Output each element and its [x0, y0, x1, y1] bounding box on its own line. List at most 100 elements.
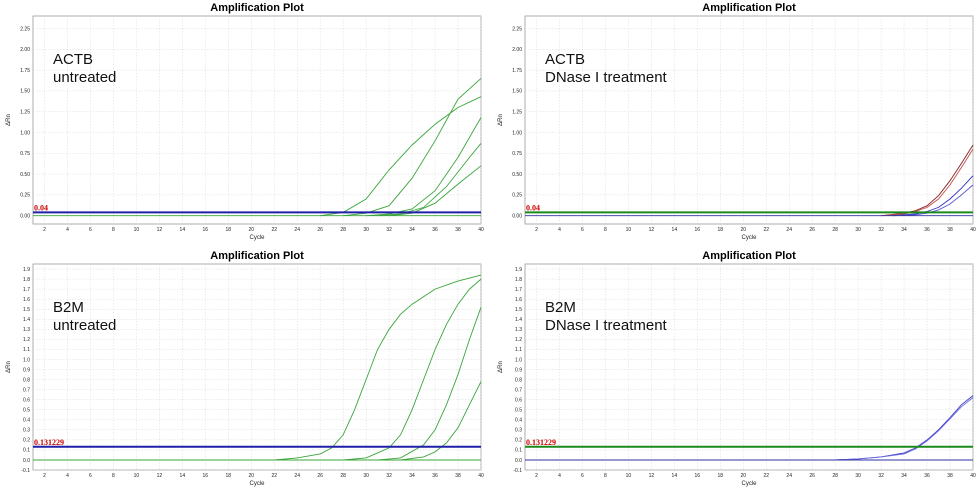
- series-line: [881, 148, 974, 217]
- y-tick-label: 2.00: [20, 47, 30, 53]
- x-tick-label: 14: [672, 473, 678, 479]
- y-tick-label: 1.3: [23, 327, 30, 333]
- x-tick-label: 4: [66, 473, 69, 479]
- x-tick-label: 32: [386, 227, 392, 233]
- y-tick-label: 0.9: [515, 367, 522, 373]
- x-tick-label: 10: [134, 227, 140, 233]
- x-tick-label: 36: [432, 227, 438, 233]
- x-tick-label: 32: [878, 473, 884, 479]
- threshold-label: 0.04: [34, 203, 48, 212]
- annotation-text: DNase I treatment: [545, 69, 668, 86]
- y-tick-label: 1.0: [23, 357, 30, 363]
- y-tick-label: 1.9: [23, 267, 30, 273]
- y-tick-label: 1.75: [20, 68, 30, 74]
- x-axis-title: Cycle: [249, 235, 265, 241]
- series-line: [835, 397, 974, 461]
- x-tick-label: 4: [66, 227, 69, 233]
- x-tick-label: 8: [112, 473, 115, 479]
- x-tick-label: 32: [386, 473, 392, 479]
- y-tick-label: 0.6: [515, 397, 522, 403]
- chart-title: Amplification Plot: [210, 2, 304, 14]
- x-tick-label: 36: [432, 473, 438, 479]
- x-tick-label: 28: [832, 227, 838, 233]
- annotation-text: untreated: [53, 69, 116, 86]
- x-tick-label: 24: [294, 473, 300, 479]
- x-tick-label: 2: [535, 227, 538, 233]
- x-tick-label: 26: [317, 227, 323, 233]
- annotation-text: ACTB: [53, 51, 93, 68]
- x-tick-label: 14: [672, 227, 678, 233]
- x-tick-label: 2: [535, 473, 538, 479]
- series-line: [389, 165, 482, 217]
- x-tick-label: 8: [604, 473, 607, 479]
- y-axis-title: ΔRn: [6, 114, 12, 126]
- y-tick-label: 1.75: [512, 68, 522, 74]
- x-tick-label: 38: [947, 473, 953, 479]
- y-tick-label: 1.6: [23, 297, 30, 303]
- y-tick-label: 1.0: [515, 357, 522, 363]
- x-tick-label: 18: [718, 473, 724, 479]
- y-tick-label: 0.00: [20, 213, 30, 219]
- threshold-label: 0.131229: [526, 438, 556, 447]
- y-tick-label: 0.1: [515, 448, 522, 454]
- y-tick-label: 0.0: [515, 458, 522, 464]
- x-axis-title: Cycle: [741, 235, 757, 241]
- x-tick-label: 34: [901, 227, 907, 233]
- x-tick-label: 16: [695, 473, 701, 479]
- x-tick-label: 24: [786, 227, 792, 233]
- y-tick-label: 2.00: [512, 47, 522, 53]
- annotation-text: DNase I treatment: [545, 317, 668, 334]
- y-tick-label: 1.1: [23, 347, 30, 353]
- y-tick-label: 0.5: [23, 408, 30, 414]
- series-line: [274, 274, 482, 461]
- y-tick-label: 0.3: [23, 428, 30, 434]
- y-tick-label: 1.5: [23, 307, 30, 313]
- x-tick-label: 36: [924, 227, 930, 233]
- x-tick-label: 16: [203, 227, 209, 233]
- x-tick-label: 26: [809, 473, 815, 479]
- y-tick-label: 1.50: [20, 89, 30, 95]
- y-tick-label: 1.2: [515, 337, 522, 343]
- threshold-label: 0.04: [526, 203, 540, 212]
- x-axis-title: Cycle: [741, 481, 757, 487]
- x-tick-label: 22: [271, 473, 277, 479]
- y-tick-label: 1.2: [23, 337, 30, 343]
- x-tick-label: 6: [89, 473, 92, 479]
- y-tick-label: 0.5: [515, 408, 522, 414]
- plot-area: [32, 263, 482, 471]
- x-tick-label: 2: [43, 227, 46, 233]
- x-tick-label: 14: [180, 473, 186, 479]
- x-tick-label: 6: [89, 227, 92, 233]
- x-tick-label: 12: [157, 473, 163, 479]
- x-tick-label: 12: [649, 473, 655, 479]
- x-tick-label: 34: [409, 227, 415, 233]
- y-axis-title: ΔRn: [498, 361, 504, 373]
- series-line: [366, 117, 482, 217]
- x-tick-label: 16: [695, 227, 701, 233]
- x-tick-label: 4: [558, 227, 561, 233]
- y-tick-label: 0.0: [23, 458, 30, 464]
- x-tick-label: 30: [855, 473, 861, 479]
- x-tick-label: 22: [271, 227, 277, 233]
- y-tick-label: 1.1: [515, 347, 522, 353]
- x-tick-label: 30: [363, 227, 369, 233]
- y-tick-label: 1.9: [515, 267, 522, 273]
- x-tick-label: 28: [340, 473, 346, 479]
- x-tick-label: 4: [558, 473, 561, 479]
- x-tick-label: 10: [134, 473, 140, 479]
- chart-title: Amplification Plot: [702, 2, 796, 14]
- x-tick-label: 22: [763, 473, 769, 479]
- x-tick-label: 38: [455, 227, 461, 233]
- x-tick-label: 20: [248, 473, 254, 479]
- y-tick-label: 0.50: [20, 172, 30, 178]
- x-tick-label: 2: [43, 473, 46, 479]
- x-tick-label: 40: [478, 473, 484, 479]
- plot-area: [524, 15, 974, 225]
- x-tick-label: 20: [740, 473, 746, 479]
- x-tick-label: 40: [970, 473, 976, 479]
- x-tick-label: 34: [901, 473, 907, 479]
- series-line: [892, 175, 974, 217]
- chart-title: Amplification Plot: [702, 250, 796, 262]
- y-tick-label: 1.50: [512, 89, 522, 95]
- x-tick-label: 26: [809, 227, 815, 233]
